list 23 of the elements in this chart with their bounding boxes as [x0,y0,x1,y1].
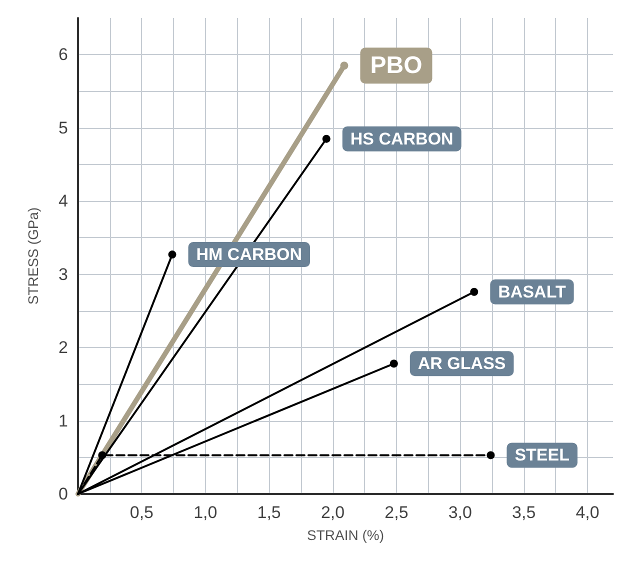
x-tick-label: 2,0 [320,503,345,522]
x-tick-label: 2,5 [384,503,408,522]
series-label: HM CARBON [196,245,302,264]
y-axis-title: STRESS (GPa) [25,207,41,305]
series-label: HS CARBON [350,129,454,148]
y-tick-label: 0 [58,484,68,504]
y-tick-label: 6 [58,45,68,64]
x-tick-label: 3,5 [512,503,536,522]
series-label: AR GLASS [418,354,506,374]
series-label: PBO [370,52,422,80]
y-tick-label: 2 [58,338,68,358]
series-label: BASALT [498,282,566,302]
x-tick-label: 3,0 [448,503,472,522]
y-tick-label: 4 [58,192,68,211]
x-tick-label: 4,0 [576,503,600,522]
x-tick-label: 0,5 [130,503,154,522]
x-axis-title: STRAIN (%) [307,527,384,543]
y-tick-label: 1 [58,411,68,430]
y-tick-label: 5 [58,118,68,138]
x-tick-label: 1,5 [257,503,281,522]
y-tick-label: 3 [58,264,68,284]
x-tick-label: 1,0 [194,503,218,522]
series-label: STEEL [514,446,570,465]
